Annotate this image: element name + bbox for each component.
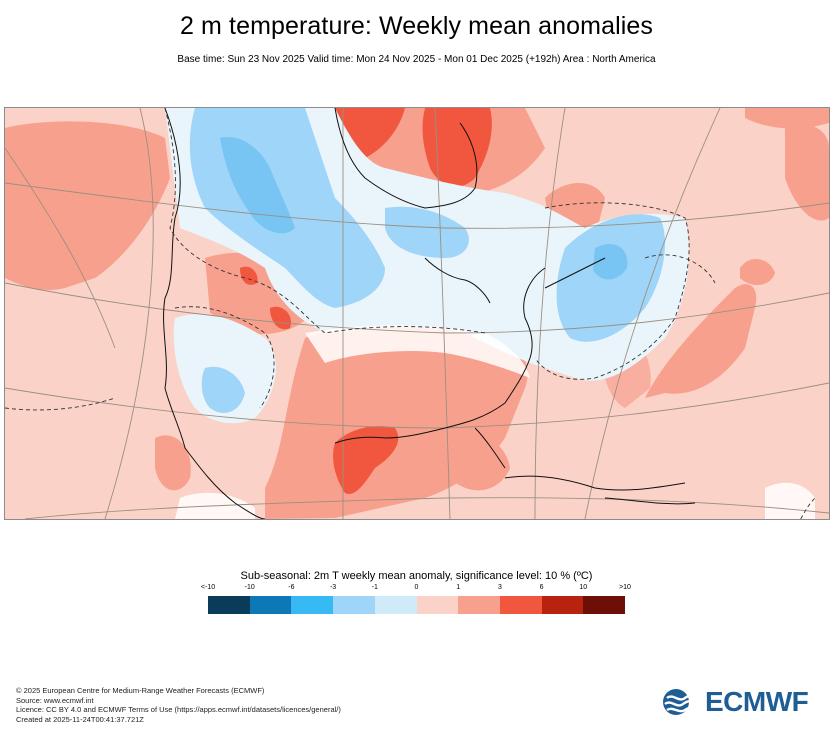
legend-tick-6: 1 [456, 584, 461, 591]
legend-swatch [541, 596, 584, 614]
ecmwf-logo-icon [663, 689, 700, 715]
legend-tick-0: <-10 [200, 584, 216, 591]
anomaly-minus6-to-minus3-regions [220, 137, 628, 280]
legend-tick-2: -6 [288, 584, 295, 591]
ecmwf-logo-text: ECMWF [705, 686, 809, 717]
footer-line: Source: www.ecmwf.int [16, 695, 94, 705]
legend-color-bar [208, 596, 626, 614]
legend-tick-10: >10 [619, 584, 631, 591]
footer-credits: © 2025 European Centre for Medium-Range … [16, 686, 341, 724]
legend-swatch [499, 596, 542, 614]
legend-tick-labels: <-10 -10 -6 -3 -1 0 1 3 6 10 >10 [0, 584, 833, 594]
footer-line: Licence: CC BY 4.0 and ECMWF Terms of Us… [16, 705, 341, 714]
footer-line: Created at 2025-11-24T00:41:37.721Z [16, 714, 144, 724]
legend-swatch [416, 596, 459, 614]
chart-title: 2 m temperature: Weekly mean anomalies [180, 12, 653, 40]
legend-tick-1: -10 [244, 584, 255, 591]
legend-tick-4: -1 [371, 584, 378, 591]
legend-tick-5: 0 [414, 584, 419, 591]
legend-tick-9: 10 [579, 584, 588, 591]
anomaly-map [4, 107, 830, 520]
graticule [5, 108, 829, 519]
ecmwf-logo: ECMWF [661, 686, 821, 718]
chart-subtitle: Base time: Sun 23 Nov 2025 Valid time: M… [177, 54, 656, 65]
legend-title: Sub-seasonal: 2m T weekly mean anomaly, … [240, 570, 593, 582]
footer-line: © 2025 European Centre for Medium-Range … [16, 686, 265, 695]
legend-swatch [458, 596, 500, 614]
coastlines [163, 108, 696, 519]
legend-swatch [208, 596, 250, 614]
legend-swatch [374, 596, 417, 614]
legend-swatch [249, 596, 292, 614]
legend-swatch [583, 596, 626, 614]
legend-swatch [291, 596, 334, 614]
legend-tick-3: -3 [329, 584, 337, 591]
legend-tick-8: 6 [539, 584, 544, 591]
significance-contours [5, 108, 816, 519]
legend-swatch [333, 596, 375, 614]
legend-tick-7: 3 [497, 584, 502, 591]
